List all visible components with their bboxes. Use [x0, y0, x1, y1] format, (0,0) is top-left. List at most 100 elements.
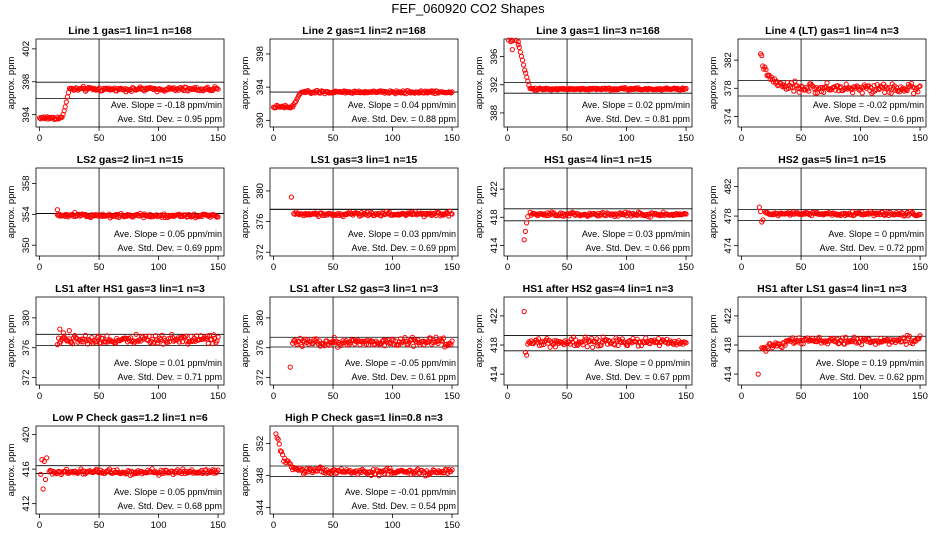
data-point — [215, 214, 221, 220]
x-tick-label: 150 — [444, 262, 460, 273]
page-title: FEF_060920 CO2 Shapes — [391, 1, 545, 16]
x-axis: 0 50 100 150 — [739, 256, 928, 273]
data-point — [769, 76, 776, 82]
x-tick-label: 100 — [151, 133, 167, 144]
data-point — [820, 338, 827, 344]
data-point — [683, 211, 689, 217]
data-series — [756, 204, 923, 225]
chart-title: LS1 gas=3 lin=1 n=15 — [311, 154, 418, 166]
data-point — [888, 90, 894, 96]
y-axis-label: approx. ppm — [6, 315, 17, 368]
data-point — [873, 210, 879, 216]
x-tick-label: 150 — [210, 133, 226, 144]
x-tick-label: 50 — [94, 391, 105, 402]
y-axis: 412 416 420 — [21, 427, 36, 512]
x-tick-label: 50 — [328, 520, 339, 531]
data-point — [321, 212, 327, 218]
slope-annotation: Ave. Slope = 0.03 ppm/min — [582, 229, 690, 239]
y-tick-label: 482 — [723, 179, 734, 195]
slope-annotation: Ave. Slope = 0.05 ppm/min — [114, 487, 222, 497]
data-point — [911, 90, 917, 97]
y-tick-label: 420 — [21, 427, 32, 443]
x-axis: 0 50 100 150 — [505, 385, 694, 402]
data-point — [60, 330, 67, 336]
data-series — [273, 431, 455, 479]
x-tick-label: 150 — [210, 520, 226, 531]
data-point — [214, 85, 220, 91]
data-point — [278, 449, 285, 455]
y-tick-label: 422 — [489, 308, 500, 324]
y-axis: 390 394 398 — [255, 46, 270, 128]
chart-title: HS2 gas=5 lin=1 n=15 — [778, 154, 886, 166]
data-point — [82, 332, 89, 338]
data-point — [215, 467, 221, 473]
data-point — [287, 461, 293, 467]
data-point — [563, 340, 569, 346]
data-point — [41, 458, 47, 464]
y-axis: 374 378 382 — [723, 52, 738, 124]
data-point — [428, 335, 434, 341]
chart-title: Low P Check gas=1.2 lin=1 n=6 — [52, 412, 207, 424]
y-tick-label: 418 — [723, 337, 734, 353]
data-point — [812, 90, 818, 96]
data-point — [426, 470, 432, 476]
plot-frame — [35, 425, 225, 515]
data-series — [288, 194, 455, 220]
data-series — [521, 308, 689, 358]
data-point — [449, 338, 455, 344]
x-axis: 0 50 100 150 — [37, 256, 226, 273]
x-axis: 0 50 100 150 — [271, 385, 460, 402]
x-tick-label: 50 — [796, 133, 807, 144]
data-point — [79, 336, 85, 342]
data-point — [522, 67, 528, 73]
y-axis-label: approx. ppm — [708, 57, 719, 110]
y-axis-label: approx. ppm — [240, 444, 251, 497]
y-tick-label: 382 — [723, 52, 734, 68]
x-tick-label: 50 — [562, 262, 573, 273]
data-point — [107, 87, 113, 93]
data-point — [200, 336, 206, 342]
data-point — [521, 237, 527, 243]
stddev-annotation: Ave. Std. Dev. = 0.67 ppm — [586, 372, 690, 382]
data-point — [375, 212, 381, 218]
data-point — [845, 211, 851, 217]
x-axis: 0 50 100 150 — [739, 127, 928, 144]
data-point — [683, 85, 689, 92]
x-tick-label: 100 — [385, 520, 401, 531]
data-point — [814, 339, 820, 345]
data-point — [210, 341, 216, 347]
data-point — [763, 67, 769, 73]
x-tick-label: 50 — [328, 133, 339, 144]
data-point — [79, 468, 85, 474]
data-series — [506, 37, 689, 93]
data-point — [880, 84, 886, 91]
data-point — [275, 436, 281, 442]
stddev-annotation: Ave. Std. Dev. = 0.66 ppm — [586, 243, 690, 253]
data-point — [906, 333, 913, 339]
data-point — [525, 214, 531, 220]
x-tick-label: 150 — [444, 520, 460, 531]
data-point — [916, 336, 922, 342]
x-tick-label: 0 — [271, 262, 276, 273]
data-point — [422, 339, 428, 345]
stddev-annotation: Ave. Std. Dev. = 0.88 ppm — [352, 114, 456, 124]
chart-panel-9: LS1 after HS1 gas=3 lin=1 n=3 0 50 100 150 37… — [6, 283, 226, 402]
data-point — [683, 340, 689, 346]
plot-frame — [503, 296, 693, 386]
data-point — [332, 340, 338, 346]
data-series — [521, 209, 689, 243]
data-point — [595, 343, 601, 349]
x-tick-label: 0 — [505, 133, 510, 144]
data-point — [370, 467, 376, 473]
slope-annotation: Ave. Slope = 0 ppm/min — [828, 229, 924, 239]
data-point — [524, 352, 530, 358]
data-point — [557, 210, 564, 216]
plot-frame — [503, 167, 693, 257]
y-tick-label: 348 — [255, 468, 266, 484]
data-series — [54, 326, 221, 348]
stddev-annotation: Ave. Std. Dev. = 0.6 ppm — [825, 114, 924, 124]
data-point — [824, 80, 830, 86]
y-axis-label: approx. ppm — [474, 315, 485, 368]
data-point — [917, 83, 923, 89]
